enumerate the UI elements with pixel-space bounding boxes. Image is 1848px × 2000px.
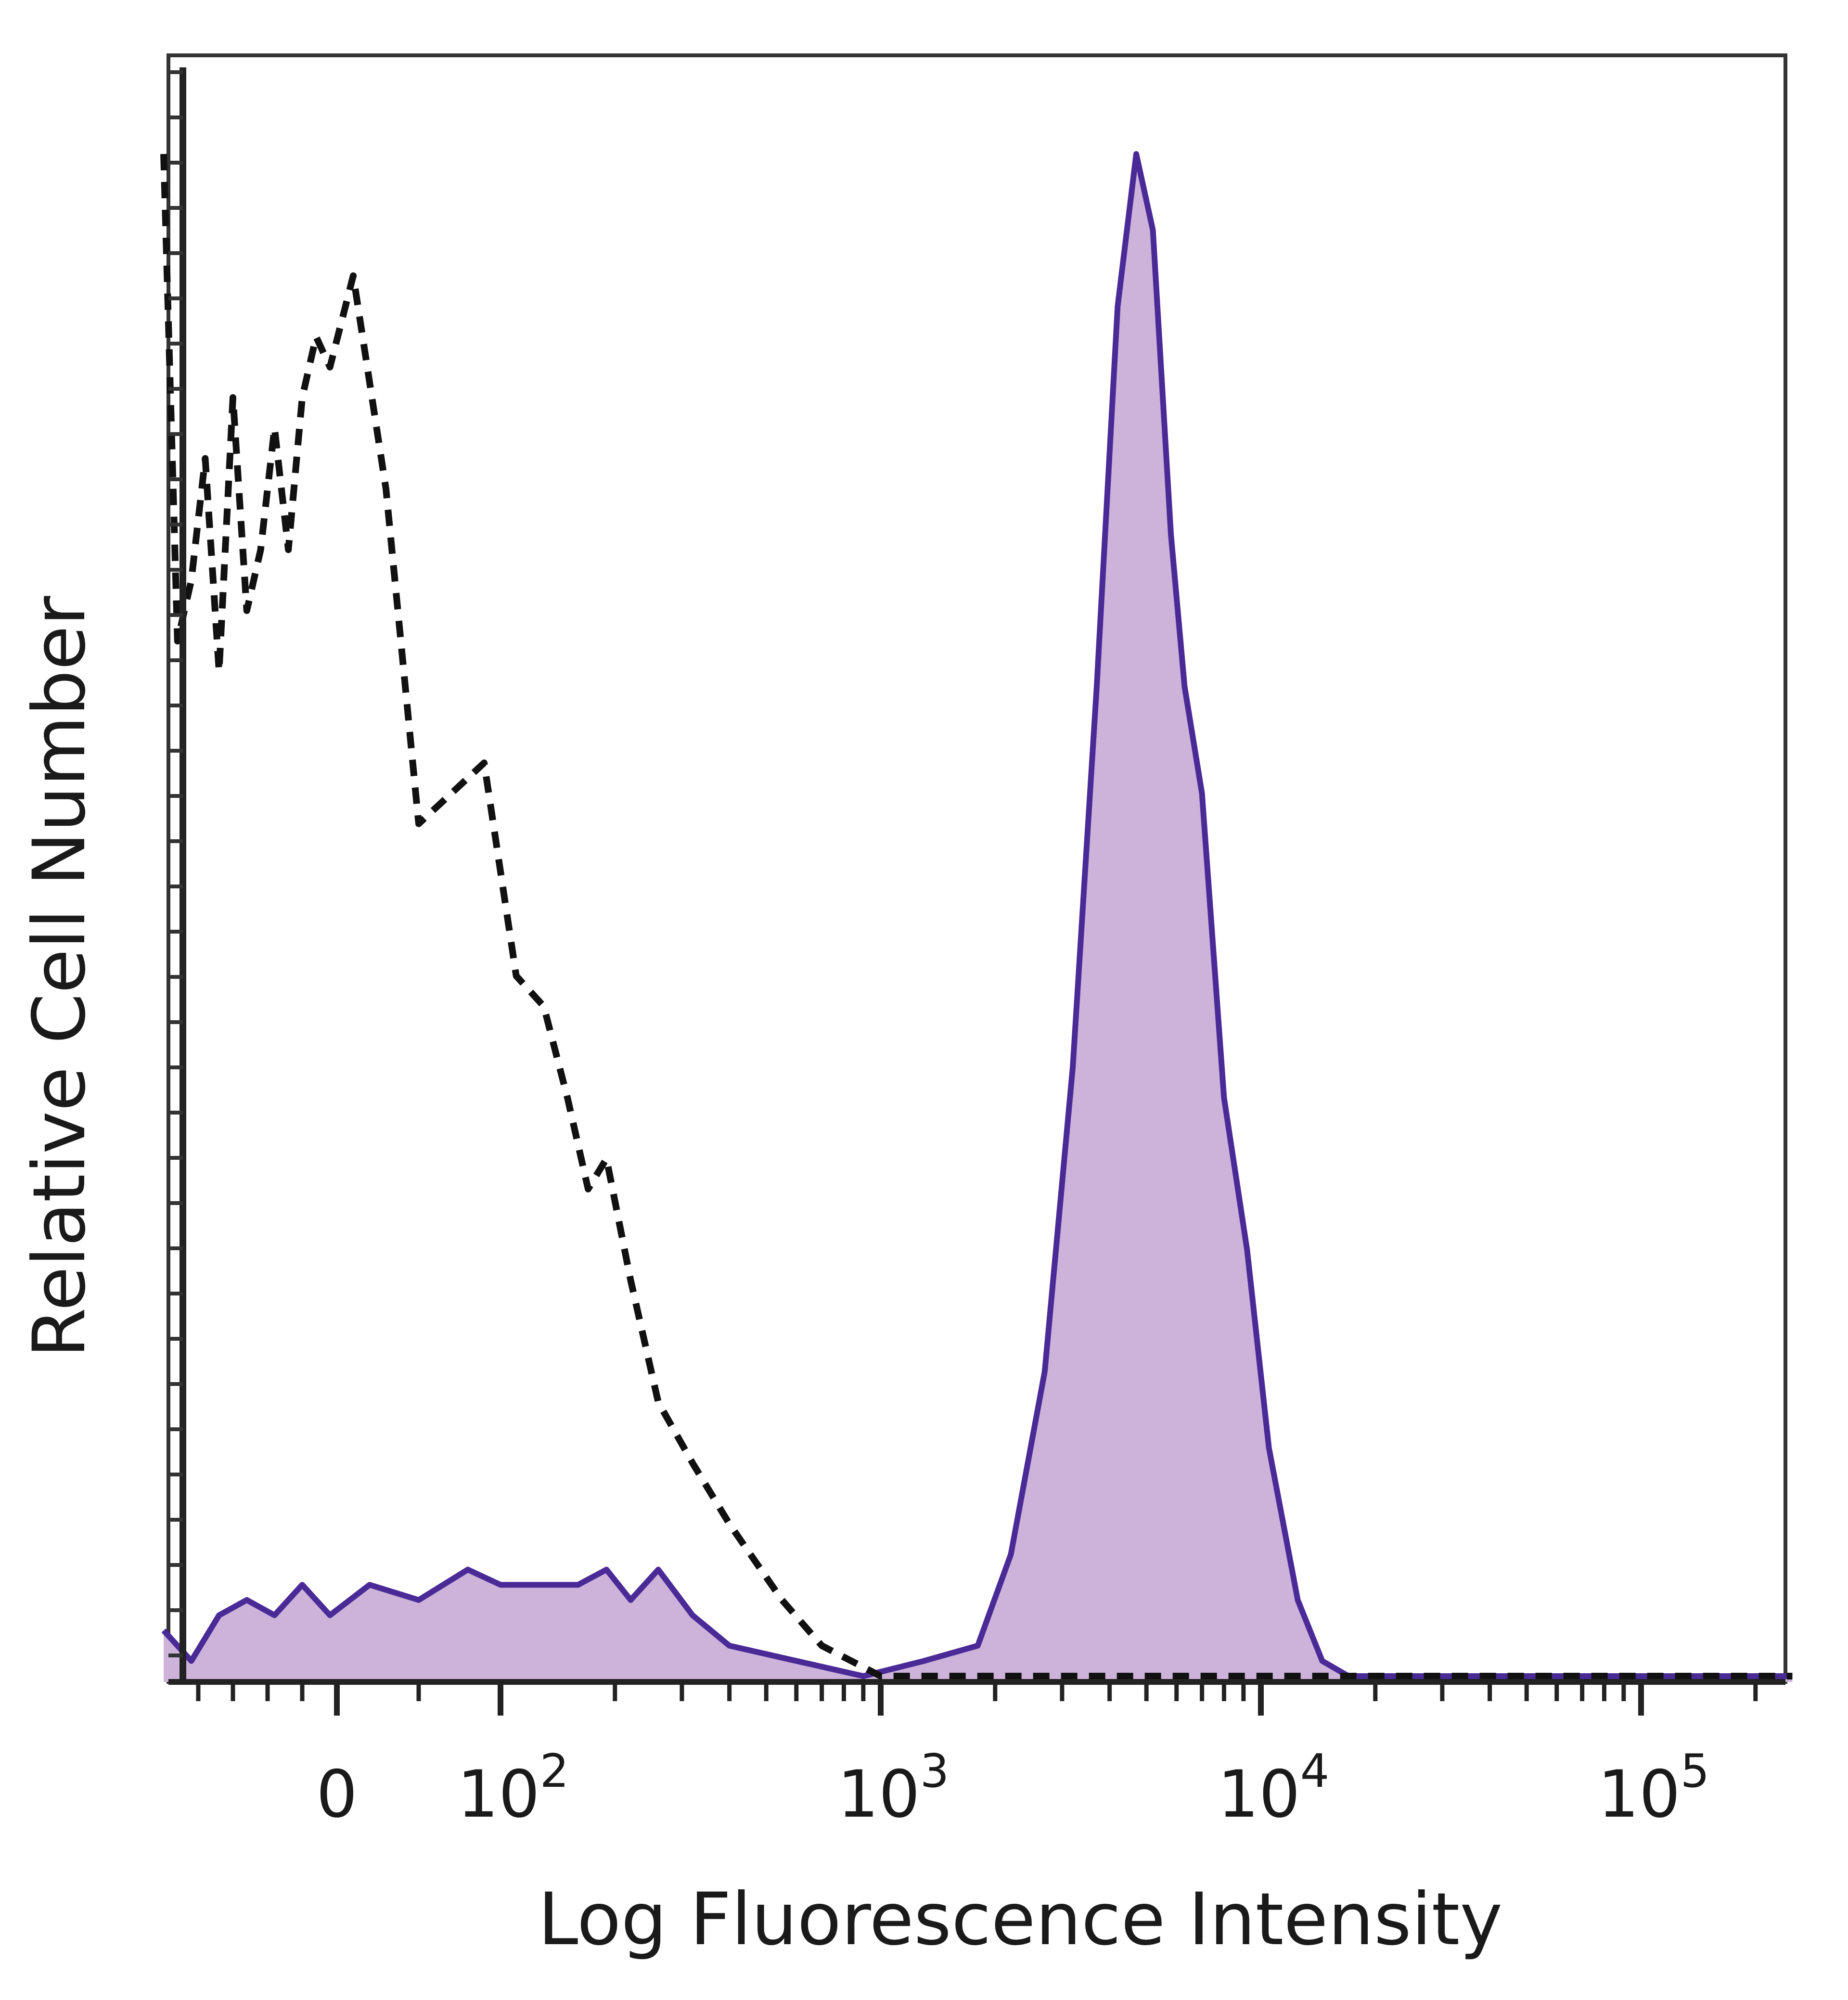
x-tick-label: 105	[1598, 1745, 1709, 1832]
series-layer	[160, 151, 1793, 1682]
plot-frame	[167, 53, 1787, 1684]
x-tick-label: 0	[316, 1756, 358, 1832]
y-axis-title: Relative Cell Number	[18, 596, 102, 1358]
y-minor-ticks	[168, 70, 183, 1657]
x-axis-title: Log Fluorescence Intensity	[538, 1878, 1502, 1962]
control-histogram-line	[160, 154, 1793, 1679]
x-tick-labels: 0 102 103 104 105	[316, 1745, 1709, 1832]
x-tick-label: 104	[1218, 1745, 1329, 1832]
stained-histogram-line	[161, 151, 1793, 1679]
x-tick-label: 102	[457, 1745, 569, 1832]
x-tick-label: 103	[837, 1745, 949, 1832]
x-minor-ticks	[196, 1682, 1758, 1716]
